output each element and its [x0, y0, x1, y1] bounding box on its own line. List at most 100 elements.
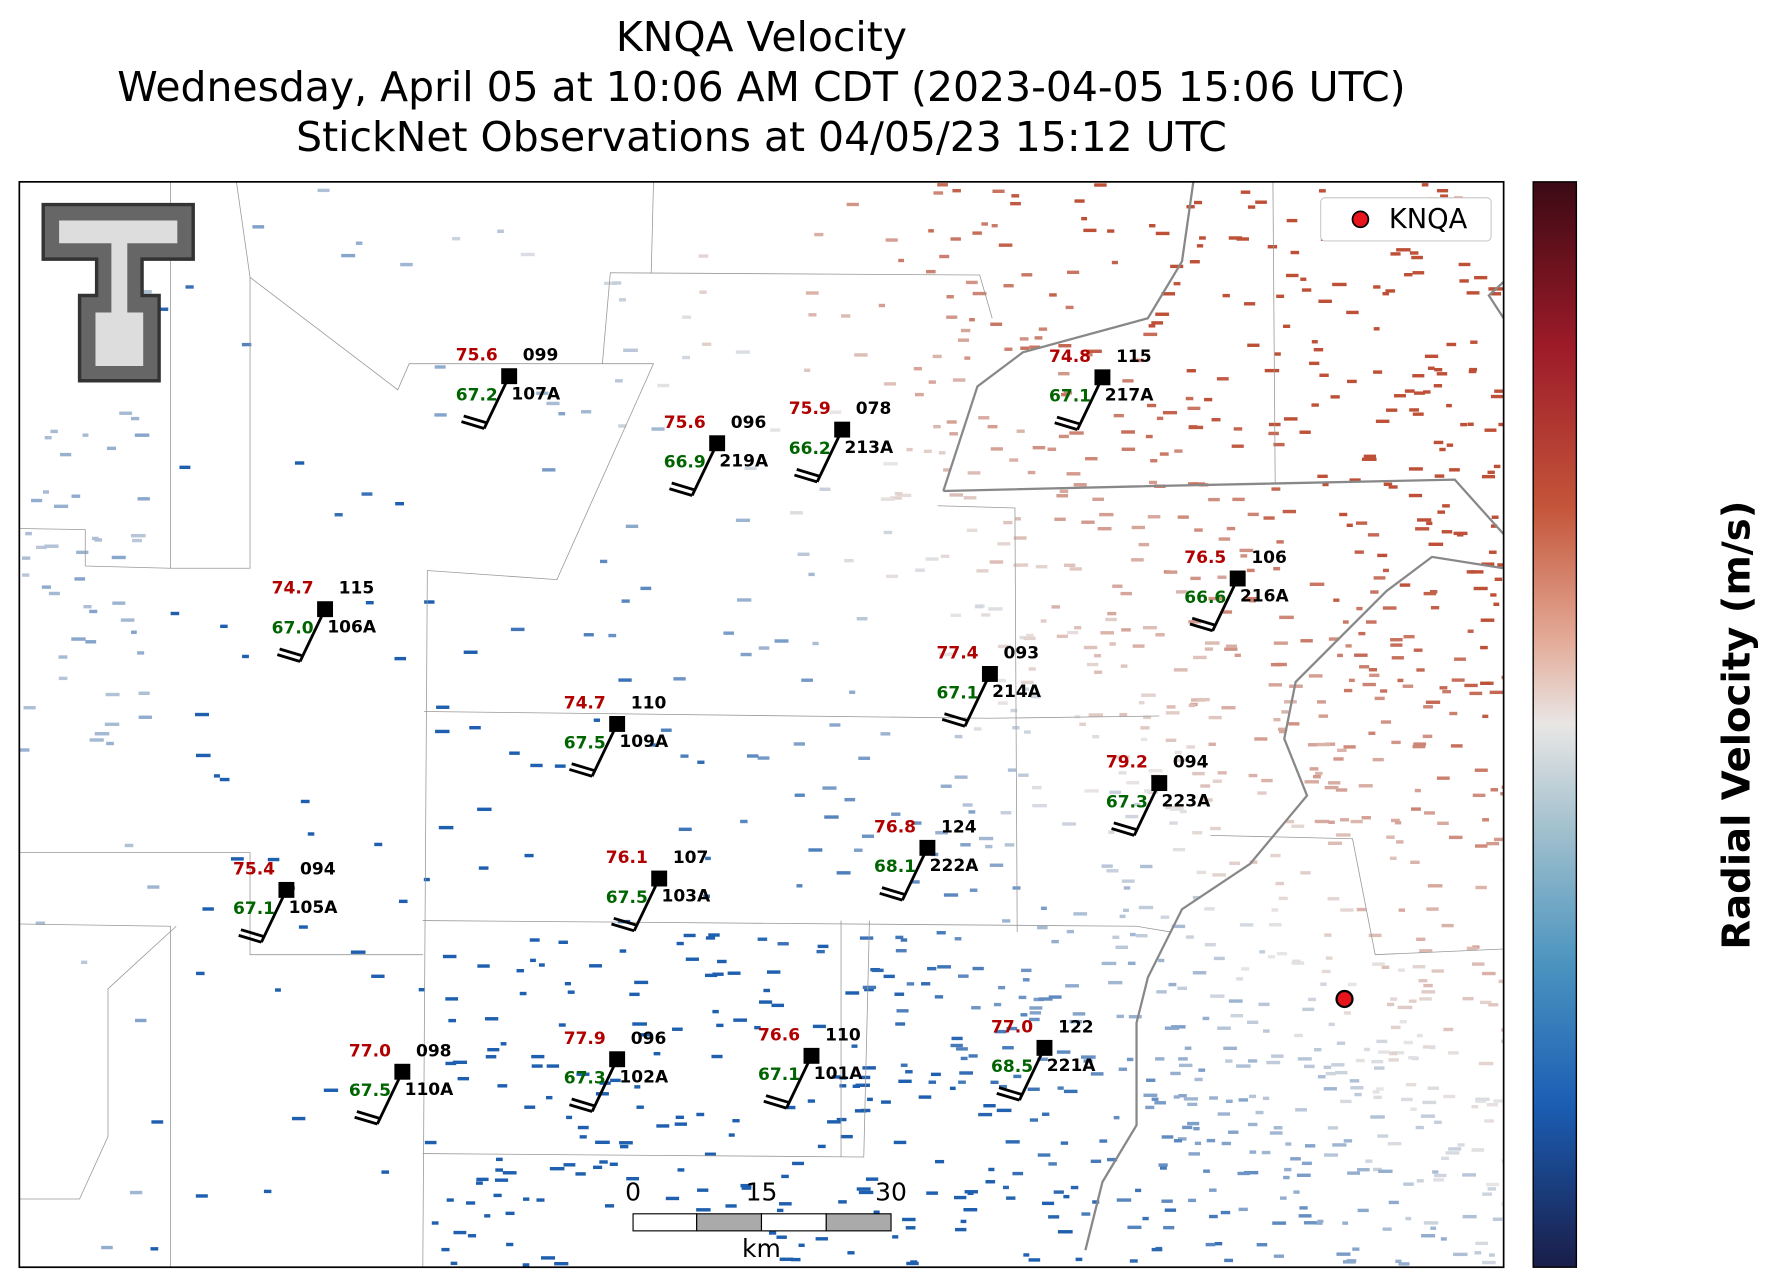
dewpoint: 68.5: [991, 1057, 1033, 1077]
radar-gate: [1317, 474, 1328, 479]
radar-gate: [1332, 1143, 1347, 1147]
radar-gate: [1120, 591, 1132, 596]
radar-gate: [1122, 379, 1134, 383]
temperature: 75.6: [664, 413, 706, 433]
radar-gate: [497, 1084, 508, 1088]
wind-barb: [354, 1115, 378, 1126]
radar-gate: [1173, 281, 1181, 286]
radar-gate: [740, 1183, 752, 1188]
radar-gate: [371, 974, 385, 978]
radar-gate: [1373, 1095, 1382, 1100]
radar-gate: [1217, 575, 1227, 579]
radar-gate: [120, 618, 135, 622]
radar-gate: [952, 378, 966, 382]
radar-gate: [902, 1217, 916, 1222]
radar-gate: [893, 1140, 907, 1145]
radar-gate: [1332, 282, 1347, 287]
radar-gate: [1422, 734, 1433, 739]
radar-gate: [1409, 408, 1420, 412]
radar-gate: [1083, 1059, 1093, 1063]
radar-gate: [519, 991, 527, 996]
radar-gate: [105, 692, 120, 697]
radar-gate: [885, 238, 898, 242]
radar-gate: [599, 1160, 608, 1164]
radar-gate: [1337, 653, 1343, 658]
radar-gate: [1029, 1011, 1042, 1015]
radar-gate: [1361, 457, 1377, 461]
radar-gate: [1163, 1225, 1175, 1230]
wind-direction: 096: [731, 413, 767, 433]
radar-gate: [938, 652, 948, 657]
radar-gate: [1019, 635, 1026, 640]
radar-gate: [500, 1042, 507, 1046]
radar-gate: [965, 280, 978, 285]
radar-gate: [954, 1195, 967, 1200]
radar-gate: [1161, 1135, 1174, 1139]
radar-gate: [932, 354, 942, 359]
radar-gate: [1343, 688, 1353, 693]
radar-gate: [435, 729, 450, 734]
wind-barb: [879, 891, 903, 902]
radar-gate: [477, 964, 490, 968]
radar-gate: [516, 969, 525, 973]
radar-gate: [1412, 412, 1424, 416]
radar-gate: [1161, 1199, 1173, 1203]
radar-gate: [727, 971, 741, 975]
radar-gate: [1419, 949, 1433, 953]
radar-gate: [1129, 932, 1136, 937]
radar-gate: [1386, 835, 1395, 839]
radar-gate: [242, 654, 249, 659]
radar-gate: [1475, 885, 1487, 890]
radar-gate: [1131, 358, 1144, 363]
radar-gate: [1156, 990, 1167, 994]
radar-gate: [1094, 670, 1103, 674]
radar-gate: [777, 942, 789, 946]
radar-gate: [1426, 907, 1439, 911]
radar-gate: [609, 1162, 618, 1166]
radar-gate: [50, 429, 58, 434]
radar-gate: [660, 728, 672, 732]
radar-gate: [1470, 340, 1478, 344]
radar-gate: [1121, 430, 1135, 434]
radar-gate: [989, 560, 1004, 564]
radar-gate: [1112, 935, 1120, 939]
radar-gate: [101, 1245, 113, 1250]
temperature: 75.9: [789, 399, 831, 419]
radar-site: [1335, 989, 1354, 1009]
radar-gate: [1357, 1208, 1369, 1213]
radar-gate: [838, 1200, 847, 1204]
radar-gate: [1323, 1087, 1337, 1091]
radar-gate: [1144, 789, 1153, 793]
radar-gate: [859, 936, 874, 940]
radar-gate: [1354, 550, 1364, 554]
radar-gate: [1170, 264, 1184, 269]
radar-gate: [1372, 757, 1384, 762]
radar-gate: [1405, 1216, 1412, 1221]
radar-gate: [807, 1099, 815, 1103]
radar-gate: [1330, 395, 1340, 399]
radar-gate: [1399, 1020, 1407, 1024]
radar-gate: [768, 1231, 777, 1235]
wind-barb: [881, 886, 906, 896]
radar-gate: [1208, 742, 1216, 747]
radar-gate: [589, 964, 603, 968]
radar-gate: [963, 1208, 978, 1212]
station-id: 102A: [619, 1067, 669, 1087]
radar-gate: [579, 1135, 587, 1139]
radar-gate: [1276, 540, 1284, 544]
radar-gate: [656, 1124, 670, 1128]
radar-gate: [699, 290, 707, 294]
radar-gate: [955, 1227, 967, 1232]
radar-gate: [1225, 644, 1237, 648]
radar-gate: [1115, 755, 1130, 759]
radar-gate: [1186, 745, 1196, 749]
radar-gate: [704, 973, 718, 978]
radar-gate: [463, 650, 478, 654]
radar-gate: [758, 646, 770, 650]
radar-gate: [1101, 961, 1117, 966]
radar-gate: [928, 380, 936, 384]
radar-gate: [1263, 516, 1275, 520]
radar-gate: [933, 424, 941, 429]
radar-gate: [1375, 419, 1390, 424]
wind-barb: [569, 1103, 593, 1113]
